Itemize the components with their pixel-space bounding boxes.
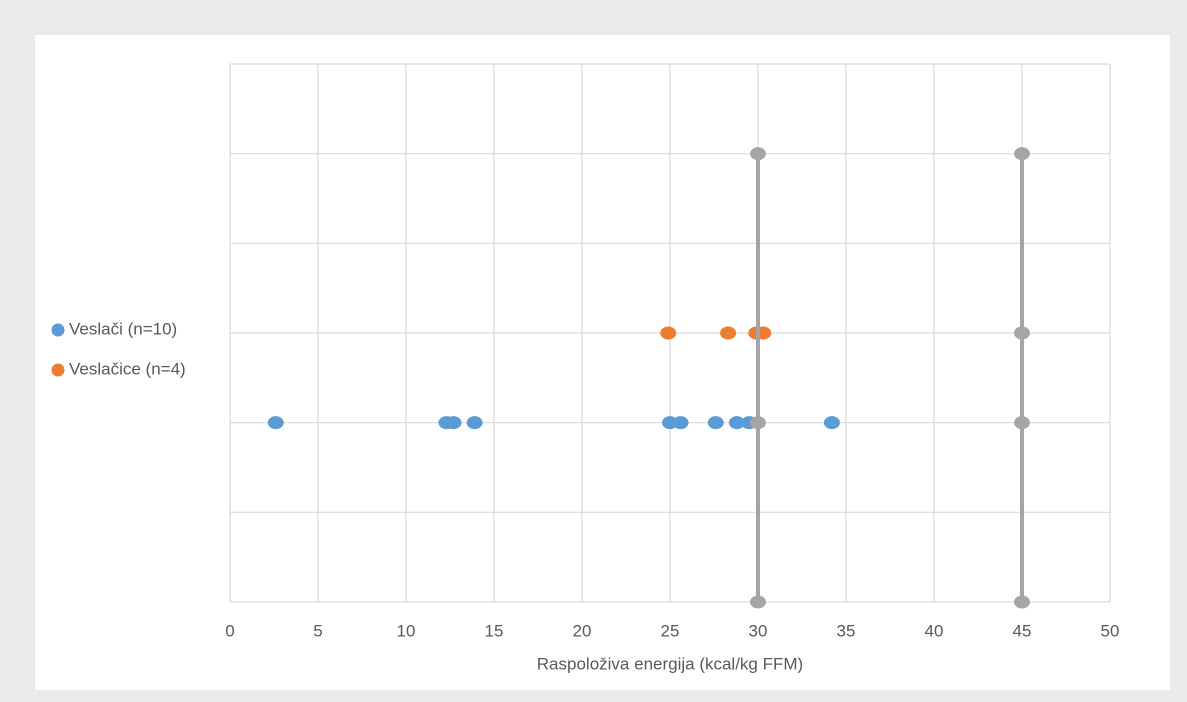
x-tick-label: 25 xyxy=(661,621,680,640)
legend-marker xyxy=(51,363,65,377)
x-tick-label: 5 xyxy=(313,621,322,640)
data-point xyxy=(672,416,689,430)
legend-label: Veslačice (n=4) xyxy=(69,359,186,378)
data-point xyxy=(660,326,677,340)
reference-point xyxy=(750,595,766,609)
x-tick-label: 20 xyxy=(573,621,592,640)
data-point xyxy=(466,416,483,430)
data-point xyxy=(445,416,462,430)
reference-point xyxy=(1014,595,1030,609)
x-tick-label: 35 xyxy=(837,621,856,640)
x-tick-label: 50 xyxy=(1101,621,1120,640)
x-tick-label: 40 xyxy=(925,621,944,640)
data-point xyxy=(823,416,840,430)
x-tick-label: 30 xyxy=(749,621,768,640)
reference-point xyxy=(750,416,766,430)
x-tick-label: 0 xyxy=(225,621,234,640)
reference-point xyxy=(1014,147,1030,161)
data-point xyxy=(707,416,724,430)
chart-panel xyxy=(35,35,1170,690)
x-axis-label: Raspoloživa energija (kcal/kg FFM) xyxy=(537,654,803,673)
x-tick-label: 10 xyxy=(397,621,416,640)
legend-label: Veslači (n=10) xyxy=(69,319,177,338)
reference-point xyxy=(1014,416,1030,430)
legend-marker xyxy=(51,323,65,337)
data-point xyxy=(720,326,737,340)
data-point xyxy=(267,416,284,430)
reference-point xyxy=(750,147,766,161)
x-tick-label: 45 xyxy=(1013,621,1032,640)
x-tick-label: 15 xyxy=(485,621,504,640)
reference-point xyxy=(1014,326,1030,340)
data-point xyxy=(728,416,745,430)
